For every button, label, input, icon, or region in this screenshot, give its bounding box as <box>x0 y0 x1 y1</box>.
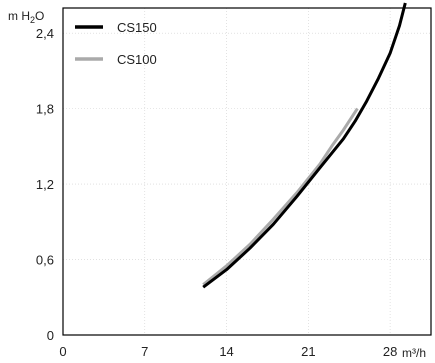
legend: CS150 CS100 <box>75 20 157 67</box>
y-tick-label-2: 1,2 <box>36 177 54 192</box>
series-line-cs150 <box>202 2 407 289</box>
plot-frame <box>62 7 432 336</box>
x-tick-label-2: 14 <box>219 344 233 359</box>
legend-label-cs150: CS150 <box>117 20 157 35</box>
x-tick-label-1: 7 <box>141 344 148 359</box>
series-lines <box>202 2 407 289</box>
x-tick-label-3: 21 <box>301 344 315 359</box>
tick-labels: 0 7 14 21 28 0 0,6 1,2 1,8 2,4 <box>36 26 397 359</box>
y-tick-label-0: 0 <box>47 328 54 343</box>
series-line-cs100 <box>202 107 359 286</box>
grid-lines <box>63 8 431 335</box>
y-tick-label-3: 1,8 <box>36 102 54 117</box>
legend-label-cs100: CS100 <box>117 52 157 67</box>
y-tick-label-4: 2,4 <box>36 26 54 41</box>
y-tick-label-1: 0,6 <box>36 253 54 268</box>
x-axis-unit-label: m³/h <box>402 346 426 360</box>
y-axis-unit-label: m H2O <box>8 9 44 25</box>
x-tick-label-0: 0 <box>59 344 66 359</box>
x-tick-label-4: 28 <box>383 344 397 359</box>
